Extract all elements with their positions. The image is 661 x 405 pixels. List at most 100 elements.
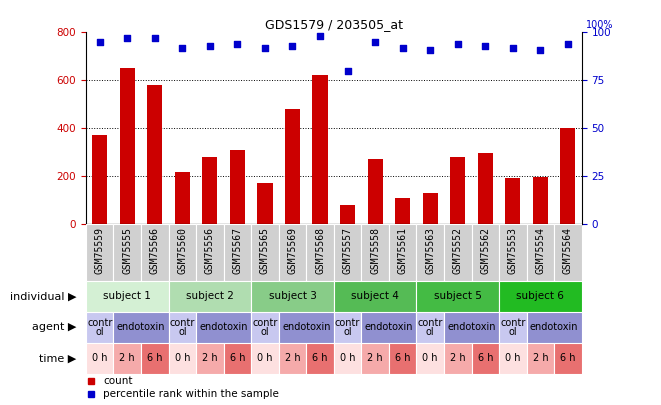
Bar [554, 343, 582, 374]
Text: endotoxin: endotoxin [365, 322, 413, 333]
Text: 6 h: 6 h [560, 354, 576, 363]
Text: 6 h: 6 h [147, 354, 163, 363]
Bar [416, 224, 444, 281]
Text: contr
ol: contr ol [418, 318, 443, 337]
Bar [471, 224, 499, 281]
Text: 2 h: 2 h [202, 354, 217, 363]
Text: 0 h: 0 h [422, 354, 438, 363]
Text: subject 5: subject 5 [434, 291, 482, 301]
Text: 6 h: 6 h [312, 354, 328, 363]
Text: endotoxin: endotoxin [447, 322, 496, 333]
Bar [362, 312, 416, 343]
Text: subject 6: subject 6 [516, 291, 564, 301]
Text: 100%: 100% [586, 19, 613, 30]
Bar [334, 312, 362, 343]
Bar [92, 135, 107, 224]
Bar [313, 75, 328, 224]
Point [315, 33, 325, 39]
Point [369, 39, 380, 45]
Bar [444, 312, 499, 343]
Bar [554, 224, 582, 281]
Bar [196, 224, 223, 281]
Bar [175, 173, 190, 224]
Text: 6 h: 6 h [477, 354, 493, 363]
Text: 0 h: 0 h [175, 354, 190, 363]
Text: subject 4: subject 4 [351, 291, 399, 301]
Bar [141, 224, 169, 281]
Bar [86, 281, 169, 312]
Point [287, 43, 297, 49]
Bar [169, 343, 196, 374]
Bar [147, 85, 163, 224]
Bar [389, 343, 416, 374]
Bar [533, 177, 548, 224]
Bar [422, 193, 438, 224]
Text: endotoxin: endotoxin [200, 322, 248, 333]
Point [149, 35, 160, 41]
Bar [169, 312, 196, 343]
Text: 2 h: 2 h [285, 354, 300, 363]
Bar [527, 343, 554, 374]
Text: contr
ol: contr ol [253, 318, 278, 337]
Text: 2 h: 2 h [368, 354, 383, 363]
Bar [368, 159, 383, 224]
Text: subject 1: subject 1 [103, 291, 151, 301]
Text: GSM75562: GSM75562 [481, 227, 490, 274]
Point [95, 39, 105, 45]
Bar [114, 224, 141, 281]
Text: 6 h: 6 h [229, 354, 245, 363]
Bar [362, 343, 389, 374]
Bar [527, 224, 554, 281]
Text: GSM75565: GSM75565 [260, 227, 270, 274]
Title: GDS1579 / 203505_at: GDS1579 / 203505_at [265, 18, 403, 31]
Point [480, 43, 490, 49]
Bar [334, 224, 362, 281]
Text: agent ▶: agent ▶ [32, 322, 76, 333]
Text: subject 3: subject 3 [268, 291, 317, 301]
Bar [86, 224, 114, 281]
Text: contr
ol: contr ol [500, 318, 525, 337]
Point [397, 45, 408, 51]
Point [508, 45, 518, 51]
Bar [86, 343, 114, 374]
Point [342, 68, 353, 74]
Bar [471, 343, 499, 374]
Bar [450, 157, 465, 224]
Point [122, 35, 132, 41]
Text: endotoxin: endotoxin [282, 322, 330, 333]
Bar [251, 312, 279, 343]
Bar [389, 224, 416, 281]
Bar [223, 343, 251, 374]
Bar [306, 343, 334, 374]
Text: 0 h: 0 h [505, 354, 521, 363]
Text: 0 h: 0 h [257, 354, 273, 363]
Text: GSM75567: GSM75567 [233, 227, 243, 274]
Text: 0 h: 0 h [340, 354, 356, 363]
Text: 2 h: 2 h [450, 354, 465, 363]
Bar [120, 68, 135, 224]
Point [563, 40, 573, 47]
Bar [223, 224, 251, 281]
Bar [230, 150, 245, 224]
Bar [527, 312, 582, 343]
Bar [499, 343, 527, 374]
Bar [279, 224, 306, 281]
Bar [306, 224, 334, 281]
Bar [202, 157, 217, 224]
Bar [340, 205, 355, 224]
Text: GSM75559: GSM75559 [95, 227, 104, 274]
Bar [499, 281, 582, 312]
Text: GSM75563: GSM75563 [425, 227, 435, 274]
Point [177, 45, 188, 51]
Bar [251, 343, 279, 374]
Text: GSM75566: GSM75566 [150, 227, 160, 274]
Text: GSM75557: GSM75557 [342, 227, 352, 274]
Bar [395, 198, 410, 224]
Bar [334, 281, 416, 312]
Bar [444, 343, 471, 374]
Text: contr
ol: contr ol [87, 318, 112, 337]
Point [232, 40, 243, 47]
Text: time ▶: time ▶ [39, 354, 76, 363]
Text: GSM75558: GSM75558 [370, 227, 380, 274]
Text: subject 2: subject 2 [186, 291, 234, 301]
